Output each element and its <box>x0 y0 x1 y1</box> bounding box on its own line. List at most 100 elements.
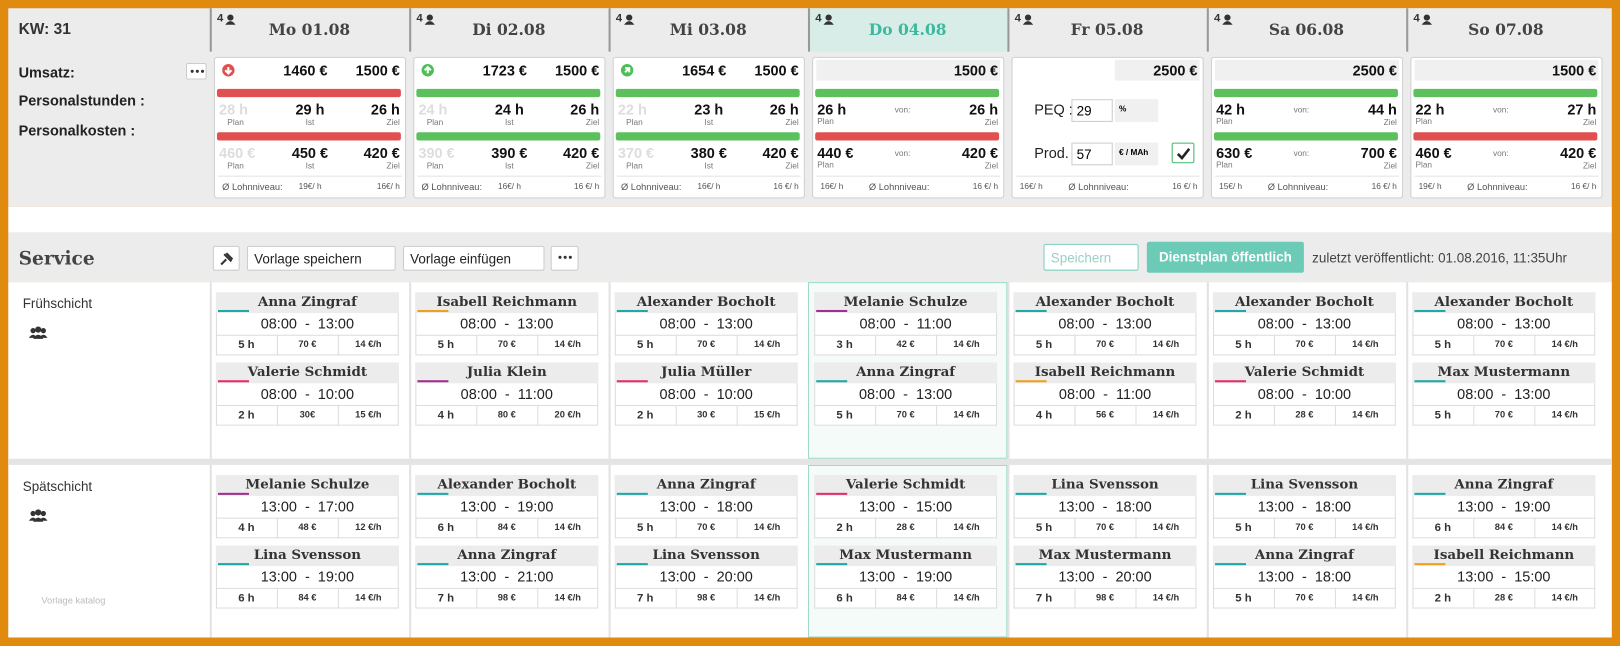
people-count: 4 <box>416 12 423 25</box>
lohn-ist: 19€/ h <box>298 181 322 192</box>
stats-line <box>614 334 798 336</box>
stats-line <box>415 517 599 519</box>
more-button-svg <box>190 69 205 73</box>
shift-cost: 70 € <box>1295 592 1314 603</box>
shift-rate: 14 €/h <box>554 338 581 350</box>
catalog-label[interactable]: Vorlage katalog <box>41 595 106 606</box>
shift-rate: 14 €/h <box>1152 409 1180 420</box>
employee-name: Anna Zingraf <box>457 547 557 564</box>
employee-name: Melanie Schulze <box>843 294 968 310</box>
peq-input[interactable]: 29 <box>1071 99 1113 122</box>
ist-value: 450 € <box>291 144 329 162</box>
ziel-label: Ziel <box>585 161 600 171</box>
ist-value: 390 € <box>491 144 528 162</box>
stats-sep <box>1273 405 1275 426</box>
lohn-ziel: 16 €/ h <box>573 181 600 192</box>
shift-rate: 14 €/h <box>1352 338 1379 350</box>
prod-input[interactable]: 57 <box>1071 142 1113 166</box>
people-count: 4 <box>615 12 623 25</box>
stats-sep <box>537 517 539 539</box>
employee-name: Lina Svensson <box>652 547 760 564</box>
color-mark <box>1414 309 1446 313</box>
stats-line <box>415 334 599 336</box>
save-template-button[interactable]: Vorlage speichern <box>246 245 396 271</box>
name-bar <box>415 292 599 314</box>
shift-h: 4 h <box>238 521 255 535</box>
ziel-value: 420 € <box>961 144 999 162</box>
shift-time: 08:00 - 13:00 <box>1457 385 1551 402</box>
shift-cost: 98 € <box>497 592 516 603</box>
publish-button[interactable]: Dienstplan öffentlich <box>1146 241 1304 273</box>
lohn-ziel: 16 €/ h <box>972 181 999 192</box>
shift-rate: 14 €/h <box>753 338 781 350</box>
stats-sep <box>1135 587 1137 609</box>
progress-bar <box>216 132 401 141</box>
stats-sep <box>736 517 738 539</box>
stats-line <box>814 334 998 336</box>
stats-sep <box>875 517 877 539</box>
name-bar <box>415 362 599 384</box>
stats-sep <box>276 405 278 426</box>
employee-name: Alexander Bocholt <box>636 294 776 310</box>
day-cell <box>209 282 409 459</box>
von-label: von: <box>894 148 911 159</box>
lohn-label: Ø Lohnniveau: <box>1467 181 1528 193</box>
day-label: Sa 06.08 <box>1268 20 1345 40</box>
umsatz-ziel: 1500 € <box>555 61 600 79</box>
stats-sep <box>537 334 539 356</box>
plan-label: Plan <box>626 117 643 128</box>
shift-time: 13:00 - 19:00 <box>858 568 953 585</box>
shift-cost: 48 € <box>298 521 317 533</box>
stats-sep <box>537 587 539 609</box>
lohn-ziel: 16€/ h <box>376 181 400 192</box>
shift-time: 13:00 - 18:00 <box>1257 498 1352 515</box>
plan-label: Plan <box>426 117 444 128</box>
progress-bar <box>1214 132 1398 141</box>
employee-name: Isabell Reichmann <box>436 294 578 310</box>
name-bar <box>1212 362 1396 384</box>
lohn-ist: 16€/ h <box>697 181 721 192</box>
color-mark <box>218 563 250 566</box>
person-icon <box>1421 12 1433 31</box>
more-button[interactable] <box>550 245 579 271</box>
trend-icon-svg <box>421 64 434 77</box>
save-button[interactable]: Speichern <box>1043 243 1139 271</box>
stats-sep <box>675 587 677 609</box>
employee-name: Valerie Schmidt <box>845 477 966 493</box>
person-icon-svg <box>1022 14 1034 25</box>
more-button[interactable] <box>185 63 207 80</box>
day-card <box>213 56 407 199</box>
shift-cost: 70 € <box>1494 338 1513 350</box>
day-cell <box>409 464 608 638</box>
name-bar <box>215 292 399 314</box>
day-header <box>807 8 1008 52</box>
shift-cost: 30€ <box>299 409 316 420</box>
stats-line <box>1212 587 1396 589</box>
employee-name: Alexander Bocholt <box>437 477 577 493</box>
shift-cost: 80 € <box>497 409 516 420</box>
name-bar <box>814 475 998 496</box>
confirm-button[interactable] <box>1171 142 1195 164</box>
day-cell <box>409 282 608 459</box>
insert-template-button[interactable]: Vorlage einfügen <box>402 245 545 271</box>
shift-h: 5 h <box>637 338 654 352</box>
shift-rate: 14 €/h <box>1352 409 1379 420</box>
shift-time: 13:00 - 15:00 <box>1457 568 1551 585</box>
shift-time: 08:00 - 11:00 <box>460 385 553 402</box>
ziel-label: Ziel <box>785 117 799 128</box>
prod-label: Prod. : <box>1034 144 1077 162</box>
progress-bar <box>216 88 401 98</box>
von-label: von: <box>1293 105 1310 115</box>
shift-h: 4 h <box>437 409 455 422</box>
pin-button[interactable] <box>212 245 240 271</box>
progress-bar <box>815 132 1000 141</box>
employee-name: Isabell Reichmann <box>1433 547 1575 564</box>
name-bar <box>1212 545 1396 567</box>
ziel-value: 27 h <box>1567 101 1597 118</box>
progress-bar <box>416 132 601 141</box>
shift-time: 13:00 - 17:00 <box>260 498 355 515</box>
ziel-label: Ziel <box>785 161 799 171</box>
day-header <box>409 8 609 52</box>
stats-sep <box>1074 587 1076 609</box>
person-icon <box>1022 12 1034 31</box>
